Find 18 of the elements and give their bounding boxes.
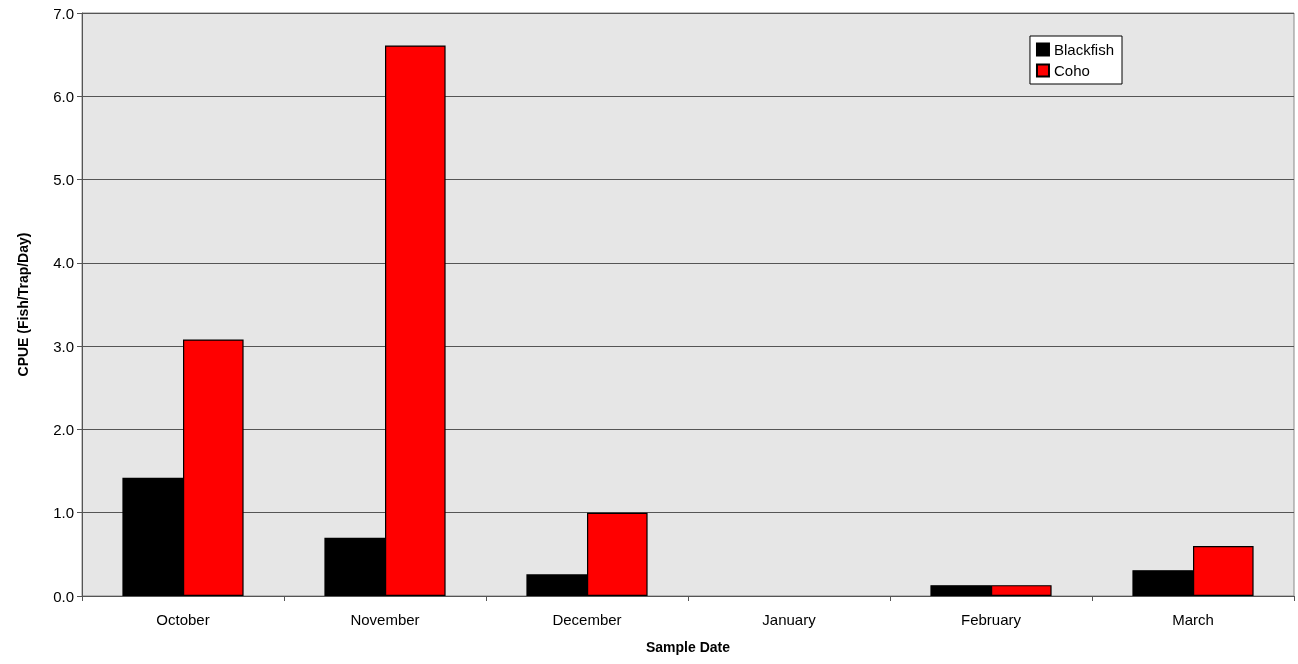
legend-label: Coho — [1053, 62, 1090, 79]
y-tick-label: 2.0 — [53, 420, 74, 438]
y-tick-label: 7.0 — [53, 4, 74, 22]
x-tick-label: December — [552, 611, 622, 628]
x-axis-title: Sample Date — [645, 639, 731, 655]
x-tick-label: October — [156, 611, 210, 628]
y-tick-label: 6.0 — [53, 87, 74, 105]
x-tick-label: November — [350, 611, 420, 628]
y-tick-label: 3.0 — [53, 337, 74, 355]
x-tick-label: February — [960, 611, 1022, 628]
y-axis-title: CPUE (Fish/Trap/Day) — [15, 232, 31, 377]
y-tick-label: 0.0 — [53, 587, 74, 605]
x-tick-label: January — [762, 611, 817, 628]
y-tick-label: 1.0 — [53, 504, 74, 522]
x-tick-label: March — [1172, 611, 1214, 628]
legend-label: Blackfish — [1053, 41, 1115, 58]
y-tick-label: 4.0 — [53, 254, 74, 272]
y-tick-label: 5.0 — [53, 171, 74, 189]
